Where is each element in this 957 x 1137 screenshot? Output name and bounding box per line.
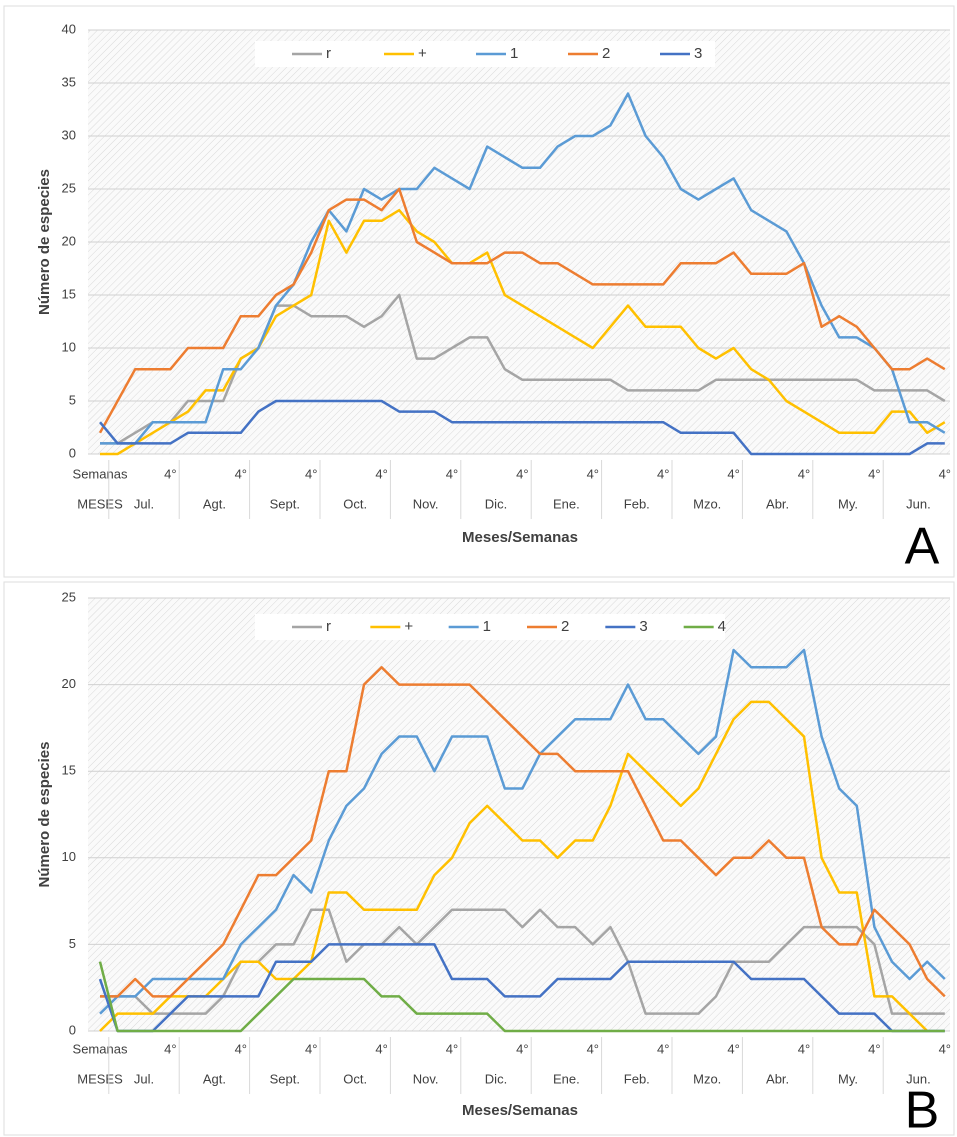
legend-box: [255, 614, 725, 640]
legend-label: 3: [639, 618, 647, 635]
x-tick-label: 4°: [868, 1041, 880, 1056]
month-label: Jul.: [134, 1071, 154, 1086]
x-tick-label: 4°: [235, 466, 247, 481]
month-label: Sept.: [270, 496, 300, 511]
series-line: [100, 208, 946, 456]
x-tick-label: 4°: [235, 1041, 247, 1056]
x-tick-label: 4°: [727, 1041, 739, 1056]
month-label: Ene.: [553, 496, 580, 511]
month-label: Feb.: [624, 1071, 650, 1086]
legend-label: +: [404, 618, 413, 635]
y-axis-label: Número de especies: [36, 742, 53, 888]
legend-label: r: [326, 45, 331, 62]
month-label: Jun.: [906, 496, 931, 511]
month-label: Oct.: [343, 1071, 367, 1086]
y-tick-label: 5: [69, 936, 76, 951]
month-label: My.: [838, 1071, 858, 1086]
panel-label: A: [905, 518, 940, 576]
month-label: Agt.: [203, 1071, 226, 1086]
month-row-label: MESES: [77, 1071, 123, 1086]
y-tick-label: 5: [69, 392, 76, 407]
legend-label: 1: [483, 618, 491, 635]
x-tick-label: 4°: [657, 466, 669, 481]
x-tick-label: 4°: [939, 466, 951, 481]
legend-label: 2: [561, 618, 569, 635]
x-axis-label: Meses/Semanas: [462, 529, 578, 546]
series-line: [98, 961, 945, 1033]
series-line: [98, 187, 946, 434]
x-axis-label: Meses/Semanas: [462, 1102, 578, 1119]
x-tick-label: 4°: [657, 1041, 669, 1056]
x-tick-label: 4°: [305, 466, 317, 481]
y-tick-label: 35: [62, 74, 76, 89]
y-tick-label: 0: [69, 1022, 76, 1037]
week-row-label: Semanas: [73, 1041, 128, 1056]
y-axis-label: Número de especies: [36, 169, 53, 315]
legend-label: 4: [718, 618, 726, 635]
month-label: Sept.: [270, 1071, 300, 1086]
month-label: Feb.: [624, 496, 650, 511]
x-tick-label: 4°: [516, 1041, 528, 1056]
x-tick-label: 4°: [446, 466, 458, 481]
x-tick-label: 4°: [375, 466, 387, 481]
x-tick-label: 4°: [727, 466, 739, 481]
month-label: Dic.: [485, 496, 507, 511]
x-tick-label: 4°: [587, 1041, 599, 1056]
week-row-label: Semanas: [73, 466, 128, 481]
y-tick-label: 10: [62, 339, 76, 354]
x-tick-label: 4°: [587, 466, 599, 481]
month-label: Jul.: [134, 496, 154, 511]
x-tick-label: 4°: [446, 1041, 458, 1056]
x-tick-label: 4°: [375, 1041, 387, 1056]
plot-area: [88, 598, 950, 1031]
month-label: Mzo.: [693, 1071, 721, 1086]
legend-label: 2: [602, 45, 610, 62]
month-label: Oct.: [343, 496, 367, 511]
month-label: Dic.: [485, 1071, 507, 1086]
y-tick-label: 25: [62, 589, 76, 604]
series-line: [98, 943, 945, 1033]
series-line: [99, 700, 929, 1032]
series-line: [99, 648, 946, 1015]
x-tick-label: 4°: [516, 466, 528, 481]
y-tick-label: 0: [69, 445, 76, 460]
legend-label: 3: [694, 45, 702, 62]
month-label: Abr.: [766, 496, 789, 511]
x-tick-label: 4°: [305, 1041, 317, 1056]
month-label: Jun.: [906, 1071, 931, 1086]
y-tick-label: 15: [62, 763, 76, 778]
panel-label: B: [905, 1082, 940, 1137]
series-line: [100, 666, 946, 998]
y-tick-label: 30: [62, 127, 76, 142]
x-tick-label: 4°: [798, 1041, 810, 1056]
legend-label: 1: [510, 45, 518, 62]
month-label: Nov.: [413, 496, 439, 511]
y-tick-label: 15: [62, 286, 76, 301]
month-label: Abr.: [766, 1071, 789, 1086]
y-tick-label: 25: [62, 180, 76, 195]
series-line: [99, 399, 945, 456]
month-label: Agt.: [203, 496, 226, 511]
x-tick-label: 4°: [164, 1041, 176, 1056]
y-tick-label: 20: [62, 676, 76, 691]
month-label: Nov.: [413, 1071, 439, 1086]
y-tick-label: 40: [62, 21, 76, 36]
legend-label: +: [418, 45, 427, 62]
x-tick-label: 4°: [939, 1041, 951, 1056]
x-tick-label: 4°: [868, 466, 880, 481]
month-label: My.: [838, 496, 858, 511]
month-label: Ene.: [553, 1071, 580, 1086]
y-tick-label: 10: [62, 849, 76, 864]
y-tick-label: 20: [62, 233, 76, 248]
month-label: Mzo.: [693, 496, 721, 511]
x-tick-label: 4°: [798, 466, 810, 481]
month-row-label: MESES: [77, 496, 123, 511]
legend-label: r: [326, 618, 331, 635]
x-tick-label: 4°: [164, 466, 176, 481]
